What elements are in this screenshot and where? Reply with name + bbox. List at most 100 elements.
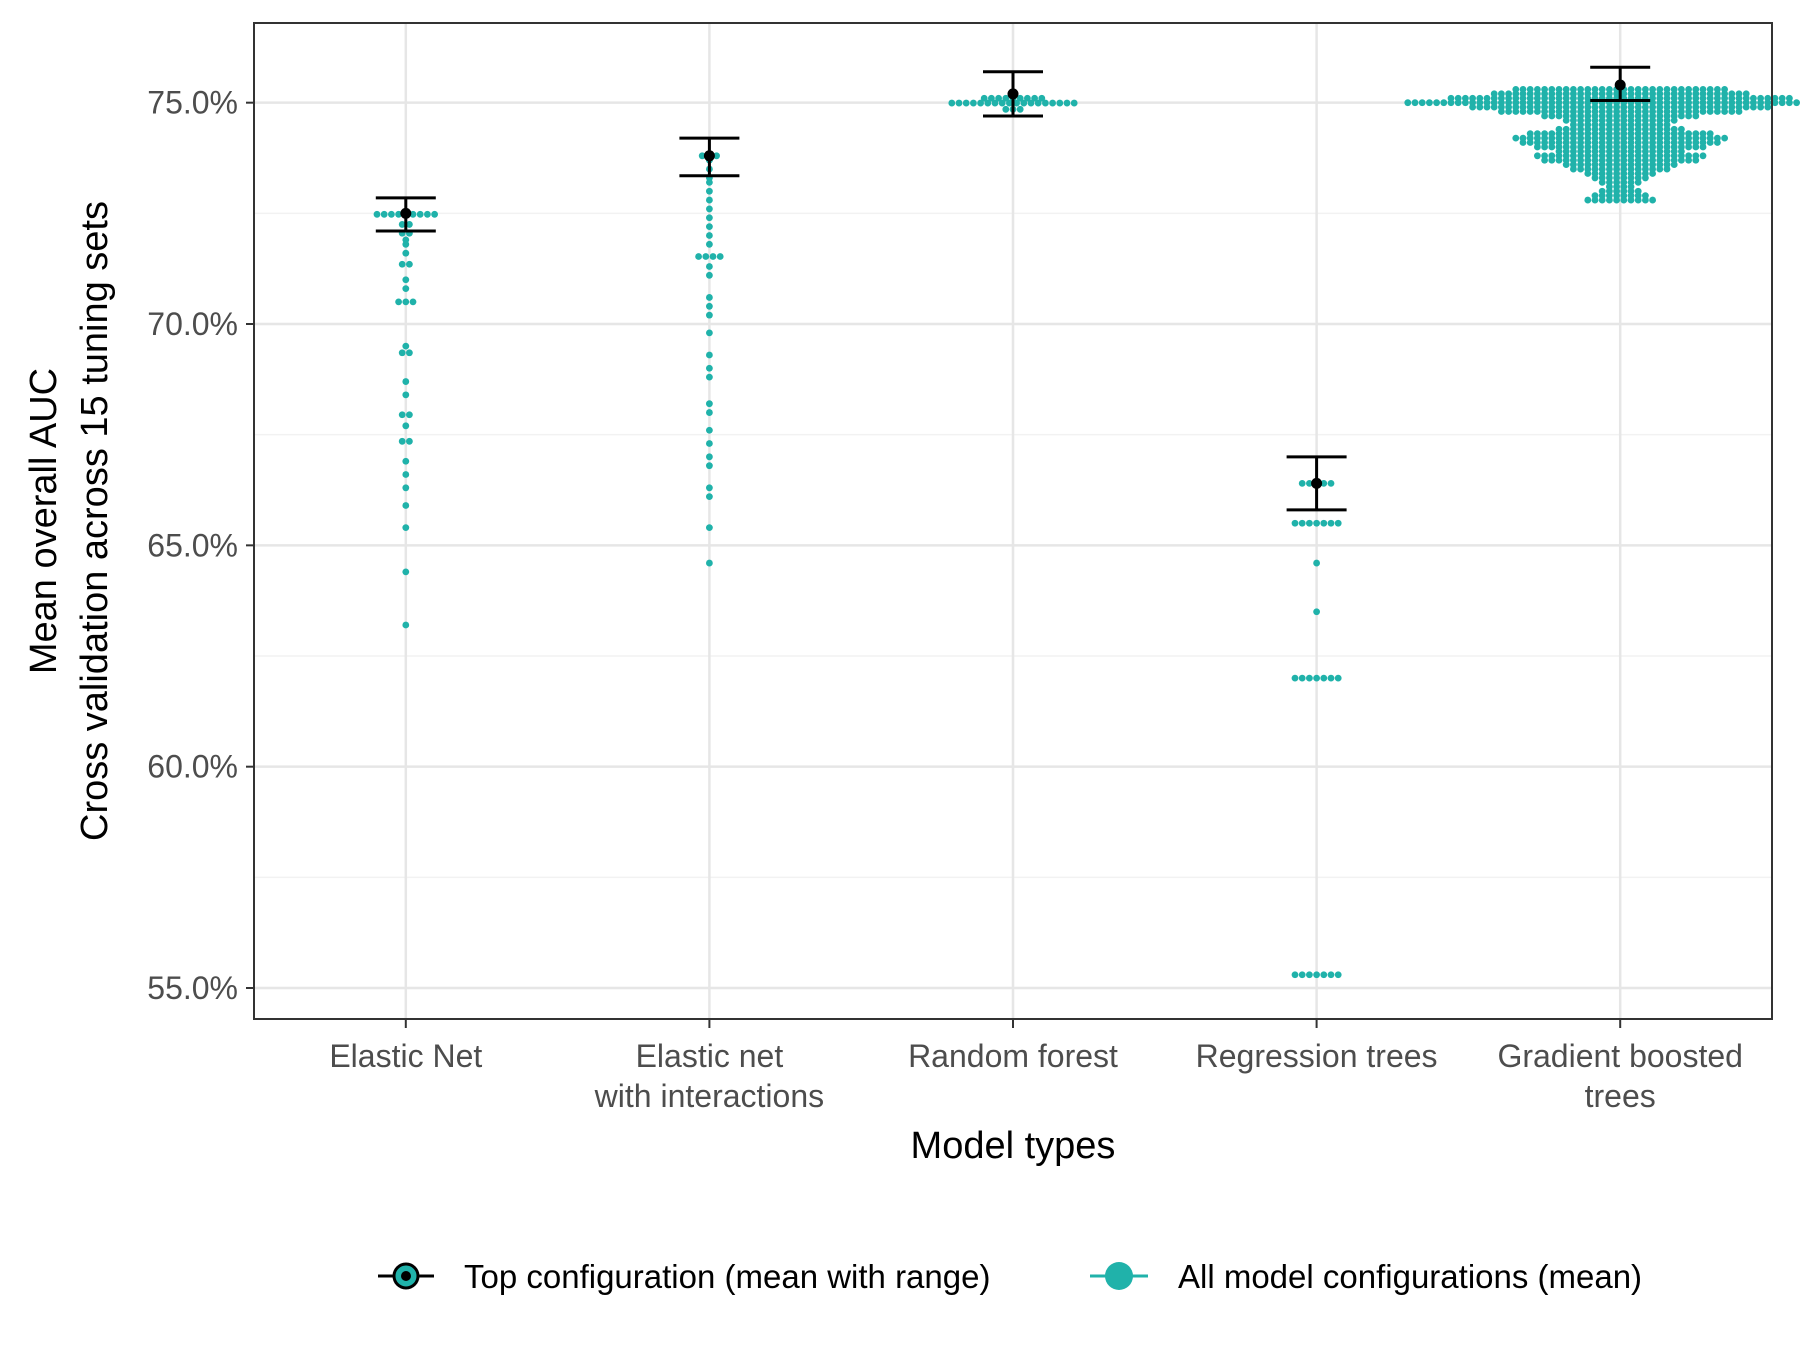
- config-point: [402, 276, 410, 284]
- config-point: [1692, 156, 1700, 164]
- config-point: [1327, 519, 1335, 527]
- config-point: [1313, 971, 1320, 979]
- config-point: [388, 210, 395, 218]
- config-point: [706, 205, 713, 213]
- config-point: [1313, 674, 1320, 682]
- config-point: [991, 99, 999, 107]
- config-point: [402, 524, 410, 532]
- config-point: [1526, 139, 1534, 146]
- config-point: [1663, 165, 1671, 173]
- config-point: [1699, 152, 1707, 160]
- config-point: [402, 240, 410, 248]
- config-point: [1541, 112, 1548, 120]
- config-point: [1642, 174, 1649, 182]
- config-point: [706, 302, 713, 310]
- legend-item-top-configuration: Top configuration (mean with range): [378, 1258, 990, 1295]
- config-point: [1291, 519, 1299, 527]
- x-axis-title: Model types: [911, 1125, 1116, 1167]
- top-config-mean-point: [703, 150, 715, 162]
- config-point: [948, 99, 956, 107]
- legend: Top configuration (mean with range) All …: [378, 1258, 1642, 1295]
- config-point: [706, 400, 713, 408]
- config-point: [1320, 519, 1328, 527]
- config-point: [706, 311, 713, 319]
- config-point: [1490, 103, 1498, 111]
- x-tick-label: Regression trees: [1196, 1038, 1438, 1074]
- config-point: [970, 99, 977, 107]
- config-point: [398, 349, 406, 357]
- config-point: [1706, 108, 1714, 115]
- config-point: [998, 99, 1006, 107]
- config-point: [977, 99, 984, 107]
- config-point: [402, 391, 410, 399]
- config-point: [1606, 196, 1613, 204]
- config-point: [713, 152, 720, 160]
- config-point: [1699, 108, 1707, 115]
- top-config-mean-point: [1007, 88, 1019, 100]
- config-point: [406, 221, 413, 228]
- config-point: [1404, 99, 1412, 107]
- config-point: [698, 152, 706, 160]
- config-point: [1548, 156, 1556, 164]
- config-point: [706, 232, 713, 239]
- y-tick-label: 70.0%: [147, 306, 238, 342]
- legend-item-all-configurations: All model configurations (mean): [1090, 1258, 1642, 1295]
- config-point: [1562, 116, 1570, 124]
- config-point: [1750, 103, 1757, 111]
- config-point: [706, 351, 713, 359]
- config-point: [1685, 143, 1692, 151]
- top-config-mean-point: [1311, 477, 1323, 489]
- config-point: [1327, 479, 1335, 487]
- config-point: [706, 493, 713, 501]
- config-point: [1063, 99, 1071, 107]
- config-point: [706, 440, 713, 447]
- config-point: [1620, 196, 1628, 204]
- config-point: [1634, 178, 1642, 186]
- config-point: [1678, 156, 1685, 164]
- config-point: [716, 253, 724, 260]
- config-point: [1526, 108, 1534, 115]
- config-point: [1313, 608, 1320, 616]
- config-point: [1327, 674, 1335, 682]
- config-point: [406, 437, 413, 445]
- config-point: [1320, 971, 1328, 979]
- config-point: [1721, 134, 1728, 142]
- config-point: [398, 221, 406, 228]
- legend-key-top-config-center: [401, 1271, 411, 1281]
- grid-layer: [254, 23, 1772, 1019]
- config-point: [1649, 170, 1656, 177]
- config-point: [1692, 143, 1700, 151]
- config-point: [1320, 674, 1328, 682]
- config-point: [1070, 99, 1078, 107]
- config-point: [1306, 971, 1313, 979]
- config-point: [402, 471, 410, 478]
- config-point: [1598, 196, 1606, 204]
- config-point: [1584, 170, 1592, 177]
- config-point: [1056, 99, 1064, 107]
- config-point: [1433, 99, 1440, 107]
- config-point: [1027, 99, 1035, 107]
- config-point: [1534, 143, 1541, 151]
- config-point: [402, 568, 410, 576]
- config-point: [1555, 112, 1563, 120]
- x-tick-label: with interactions: [594, 1078, 824, 1114]
- config-point: [1548, 112, 1556, 120]
- config-point: [1519, 108, 1527, 115]
- config-point: [395, 210, 402, 218]
- config-point: [409, 210, 417, 218]
- config-point: [706, 524, 713, 532]
- config-point: [1778, 99, 1786, 107]
- config-point: [1306, 674, 1313, 682]
- legend-key-all-config-dot: [1105, 1262, 1133, 1290]
- x-tick-label: Random forest: [908, 1038, 1118, 1074]
- config-point: [1291, 674, 1299, 682]
- config-point: [1534, 108, 1541, 115]
- config-point: [1291, 971, 1299, 979]
- config-point: [402, 457, 410, 465]
- config-point: [1771, 99, 1779, 107]
- top-config-mean-point: [400, 207, 412, 219]
- config-point: [1298, 674, 1306, 682]
- config-point: [706, 453, 713, 461]
- config-point: [1591, 174, 1599, 182]
